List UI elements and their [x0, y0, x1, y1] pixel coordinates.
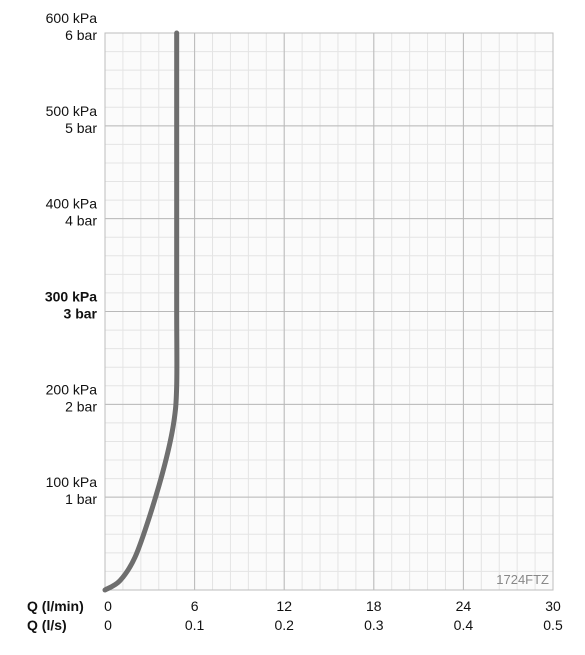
y-tick-label-kpa: 100 kPa — [46, 474, 98, 490]
y-tick-label-bar: 1 bar — [65, 491, 97, 507]
x-tick-label-ls: 0.5 — [543, 617, 563, 633]
x-tick-label-lmin: 0 — [104, 598, 112, 614]
series-line — [102, 30, 180, 593]
y-tick-label-bar: 3 bar — [64, 306, 98, 322]
x-tick-label-lmin: 12 — [276, 598, 292, 614]
x-tick-label-ls: 0 — [104, 617, 112, 633]
y-tick-label-kpa: 500 kPa — [46, 103, 98, 119]
y-tick-label-bar: 6 bar — [65, 27, 97, 43]
y-tick-label-kpa: 300 kPa — [45, 289, 97, 305]
x-tick-label-lmin: 24 — [456, 598, 472, 614]
x-tick-label-lmin: 30 — [545, 598, 561, 614]
y-tick-label-kpa: 400 kPa — [46, 196, 98, 212]
x-tick-label-ls: 0.1 — [185, 617, 205, 633]
x-tick-label-lmin: 18 — [366, 598, 382, 614]
y-tick-label-bar: 4 bar — [65, 213, 97, 229]
y-tick-label-kpa: 200 kPa — [46, 381, 98, 397]
y-tick-label-bar: 5 bar — [65, 120, 97, 136]
x-tick-label-ls: 0.3 — [364, 617, 384, 633]
x-tick-label-ls: 0.2 — [274, 617, 294, 633]
x-tick-label-lmin: 6 — [191, 598, 199, 614]
x-axis-label-ls: Q (l/s) — [27, 617, 67, 633]
y-tick-label-bar: 2 bar — [65, 398, 97, 414]
x-tick-label-ls: 0.4 — [454, 617, 474, 633]
x-axis-label-lmin: Q (l/min) — [27, 598, 84, 614]
model-code-label: 1724FTZ — [496, 572, 549, 587]
y-tick-label-kpa: 600 kPa — [46, 10, 98, 26]
plot-frame — [104, 32, 554, 591]
